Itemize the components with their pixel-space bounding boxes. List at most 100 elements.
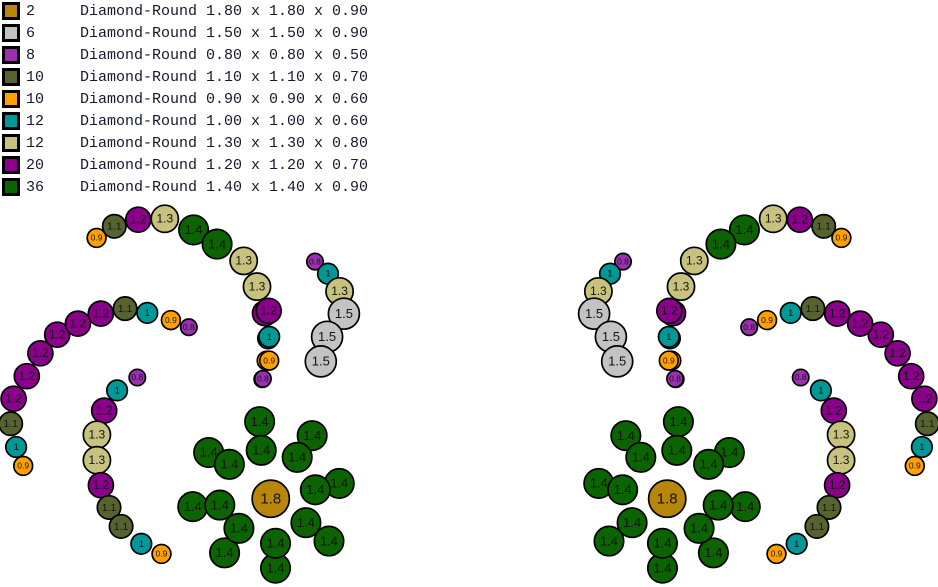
svg-text:1.4: 1.4 (330, 476, 348, 491)
svg-text:1.2: 1.2 (825, 403, 842, 417)
svg-text:1.3: 1.3 (833, 428, 850, 442)
svg-text:1.3: 1.3 (765, 212, 782, 226)
svg-text:0.9: 0.9 (156, 549, 168, 559)
svg-text:1.4: 1.4 (623, 515, 641, 530)
svg-text:1.4: 1.4 (230, 521, 248, 536)
svg-text:1.2: 1.2 (49, 328, 66, 342)
svg-text:0.8: 0.8 (183, 322, 195, 332)
svg-text:0.8: 0.8 (743, 322, 755, 332)
svg-text:1.4: 1.4 (700, 456, 718, 471)
svg-text:1.2: 1.2 (70, 316, 87, 330)
svg-text:1: 1 (788, 308, 793, 319)
svg-text:1: 1 (607, 269, 612, 280)
svg-text:1.1: 1.1 (102, 502, 117, 514)
svg-text:0.8: 0.8 (257, 374, 269, 384)
svg-text:1.4: 1.4 (736, 499, 754, 514)
svg-text:1.5: 1.5 (602, 329, 620, 344)
svg-text:1.4: 1.4 (617, 428, 635, 443)
svg-text:1: 1 (666, 332, 671, 343)
svg-text:1: 1 (13, 442, 18, 453)
svg-text:1.4: 1.4 (267, 535, 285, 550)
svg-text:1.4: 1.4 (184, 499, 202, 514)
svg-text:1.4: 1.4 (216, 545, 234, 560)
svg-text:0.9: 0.9 (663, 355, 675, 365)
svg-text:1.3: 1.3 (249, 279, 266, 293)
svg-text:1.4: 1.4 (653, 560, 671, 575)
svg-text:0.8: 0.8 (795, 372, 807, 382)
svg-text:1.4: 1.4 (668, 442, 686, 457)
svg-text:1.2: 1.2 (5, 392, 22, 406)
svg-text:1.4: 1.4 (614, 482, 632, 497)
svg-text:1.2: 1.2 (829, 306, 846, 320)
svg-text:1.4: 1.4 (600, 533, 618, 548)
svg-text:1.5: 1.5 (318, 329, 336, 344)
svg-text:1.2: 1.2 (916, 392, 933, 406)
svg-text:1.3: 1.3 (590, 284, 607, 298)
svg-text:1.1: 1.1 (107, 221, 122, 233)
svg-text:1.4: 1.4 (200, 445, 218, 460)
svg-text:1.1: 1.1 (3, 418, 18, 430)
svg-text:0.8: 0.8 (669, 374, 681, 384)
svg-text:1.3: 1.3 (331, 284, 348, 298)
svg-text:1.4: 1.4 (303, 428, 321, 443)
svg-text:0.9: 0.9 (909, 461, 921, 471)
svg-text:1.2: 1.2 (889, 346, 906, 360)
svg-text:1.5: 1.5 (335, 306, 353, 321)
svg-text:1.2: 1.2 (130, 213, 147, 227)
svg-text:1.2: 1.2 (18, 369, 35, 383)
svg-text:1.4: 1.4 (735, 222, 753, 237)
svg-text:0.9: 0.9 (17, 461, 29, 471)
svg-text:1.2: 1.2 (32, 346, 49, 360)
svg-text:1.4: 1.4 (690, 521, 708, 536)
svg-text:0.9: 0.9 (91, 233, 103, 243)
svg-text:1.2: 1.2 (872, 328, 889, 342)
svg-text:1.4: 1.4 (220, 456, 238, 471)
svg-text:0.9: 0.9 (771, 549, 783, 559)
svg-text:1.5: 1.5 (608, 354, 626, 369)
svg-text:1: 1 (919, 442, 924, 453)
svg-text:1.4: 1.4 (704, 545, 722, 560)
svg-text:1.2: 1.2 (829, 478, 846, 492)
svg-text:1.1: 1.1 (114, 521, 129, 533)
svg-text:1.3: 1.3 (89, 453, 106, 467)
svg-text:1.1: 1.1 (816, 221, 831, 233)
svg-text:1.4: 1.4 (185, 222, 203, 237)
svg-text:1.4: 1.4 (306, 482, 324, 497)
svg-text:0.9: 0.9 (263, 355, 275, 365)
svg-text:1.8: 1.8 (657, 491, 678, 508)
svg-text:1.4: 1.4 (252, 442, 270, 457)
svg-text:0.9: 0.9 (835, 233, 847, 243)
svg-text:0.8: 0.8 (131, 372, 143, 382)
svg-text:1.4: 1.4 (653, 535, 671, 550)
svg-text:1.4: 1.4 (267, 560, 285, 575)
svg-text:0.9: 0.9 (165, 315, 177, 325)
svg-text:1.2: 1.2 (791, 213, 808, 227)
svg-text:1.2: 1.2 (903, 369, 920, 383)
svg-text:1.4: 1.4 (669, 414, 687, 429)
svg-text:1.2: 1.2 (96, 403, 113, 417)
svg-text:1.4: 1.4 (712, 236, 730, 251)
svg-text:1.4: 1.4 (251, 414, 269, 429)
svg-text:1: 1 (114, 385, 119, 396)
svg-text:1.4: 1.4 (590, 476, 608, 491)
svg-text:1: 1 (139, 539, 144, 550)
svg-text:1.4: 1.4 (208, 236, 226, 251)
svg-text:1.1: 1.1 (822, 502, 837, 514)
svg-text:1.3: 1.3 (235, 254, 252, 268)
svg-text:1.3: 1.3 (833, 453, 850, 467)
svg-text:1: 1 (325, 269, 330, 280)
svg-text:1.8: 1.8 (260, 491, 281, 508)
svg-text:1: 1 (794, 539, 799, 550)
svg-text:1.4: 1.4 (720, 445, 738, 460)
svg-text:1.4: 1.4 (288, 449, 306, 464)
svg-text:1: 1 (145, 308, 150, 319)
svg-text:1.1: 1.1 (118, 303, 133, 315)
svg-text:1.3: 1.3 (673, 279, 690, 293)
svg-text:1.2: 1.2 (661, 304, 678, 318)
svg-text:1.1: 1.1 (810, 521, 825, 533)
svg-text:1: 1 (267, 332, 272, 343)
svg-text:1.3: 1.3 (89, 428, 106, 442)
svg-text:0.8: 0.8 (309, 256, 321, 266)
svg-text:1.1: 1.1 (920, 418, 935, 430)
svg-text:1: 1 (818, 385, 823, 396)
